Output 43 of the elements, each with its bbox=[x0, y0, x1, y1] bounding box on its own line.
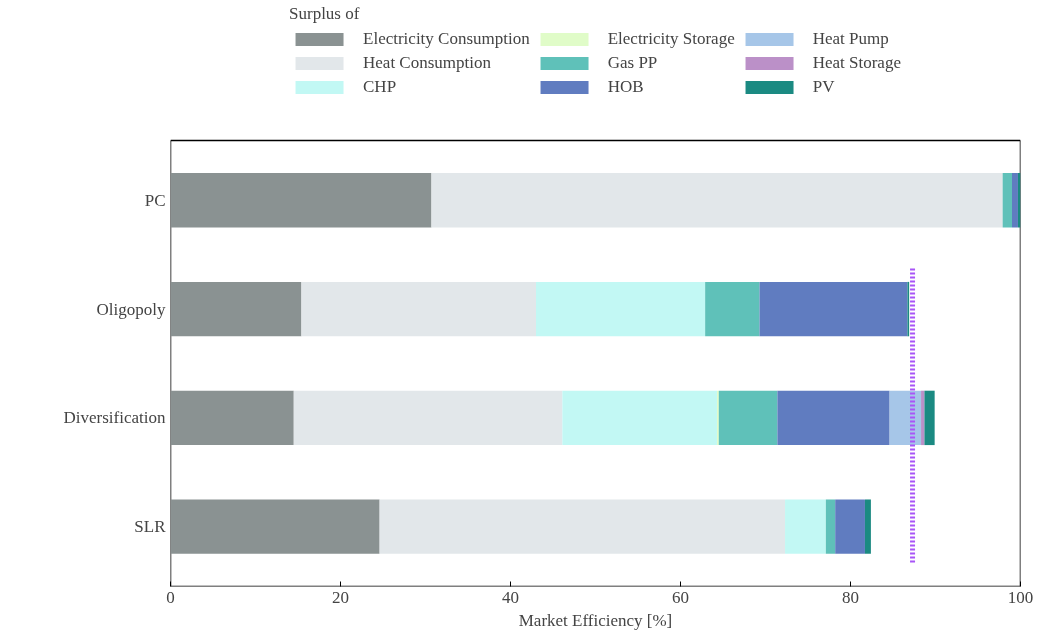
x-tick-label: 0 bbox=[166, 587, 175, 607]
bar bbox=[431, 173, 1003, 228]
legend-label: CHP bbox=[363, 77, 397, 97]
x-tick-label: 60 bbox=[672, 587, 689, 607]
x-tick-label: 80 bbox=[842, 587, 859, 607]
x-axis-title: Market Efficiency [%] bbox=[518, 610, 673, 630]
x-tick-label: 100 bbox=[1007, 587, 1034, 607]
bar bbox=[785, 499, 826, 554]
bar bbox=[825, 499, 836, 554]
bar bbox=[759, 281, 908, 337]
legend-label: PV bbox=[812, 77, 835, 97]
bar bbox=[718, 390, 778, 446]
bar bbox=[536, 281, 706, 337]
legend-label: Electricity Storage bbox=[607, 29, 735, 49]
bar bbox=[1002, 173, 1012, 228]
y-tick-label: Oligopoly bbox=[96, 299, 166, 319]
bar bbox=[293, 390, 563, 446]
bar bbox=[924, 390, 935, 446]
bar bbox=[170, 281, 302, 337]
bar bbox=[170, 499, 380, 554]
x-tick-label: 40 bbox=[502, 587, 519, 607]
bar bbox=[170, 173, 432, 228]
bar bbox=[1012, 173, 1018, 228]
y-tick-label: SLR bbox=[134, 517, 167, 537]
y-tick-label: Diversification bbox=[63, 408, 166, 428]
bar bbox=[864, 499, 871, 554]
x-tick-label: 20 bbox=[332, 587, 349, 607]
legend-label: Electricity Consumption bbox=[363, 29, 530, 49]
bar bbox=[889, 390, 922, 446]
bar bbox=[777, 390, 890, 446]
bar bbox=[705, 281, 760, 337]
bar bbox=[301, 281, 536, 337]
bar bbox=[379, 499, 786, 554]
legend-title: Surplus of bbox=[289, 4, 361, 24]
bar bbox=[562, 390, 718, 446]
legend-label: Heat Consumption bbox=[363, 53, 491, 73]
legend-label: Gas PP bbox=[607, 53, 658, 73]
bar bbox=[835, 499, 865, 554]
y-tick-label: PC bbox=[144, 190, 166, 210]
legend-label: Heat Pump bbox=[812, 29, 889, 49]
legend-label: HOB bbox=[607, 77, 644, 97]
bar bbox=[170, 390, 294, 446]
legend-label: Heat Storage bbox=[812, 53, 901, 73]
